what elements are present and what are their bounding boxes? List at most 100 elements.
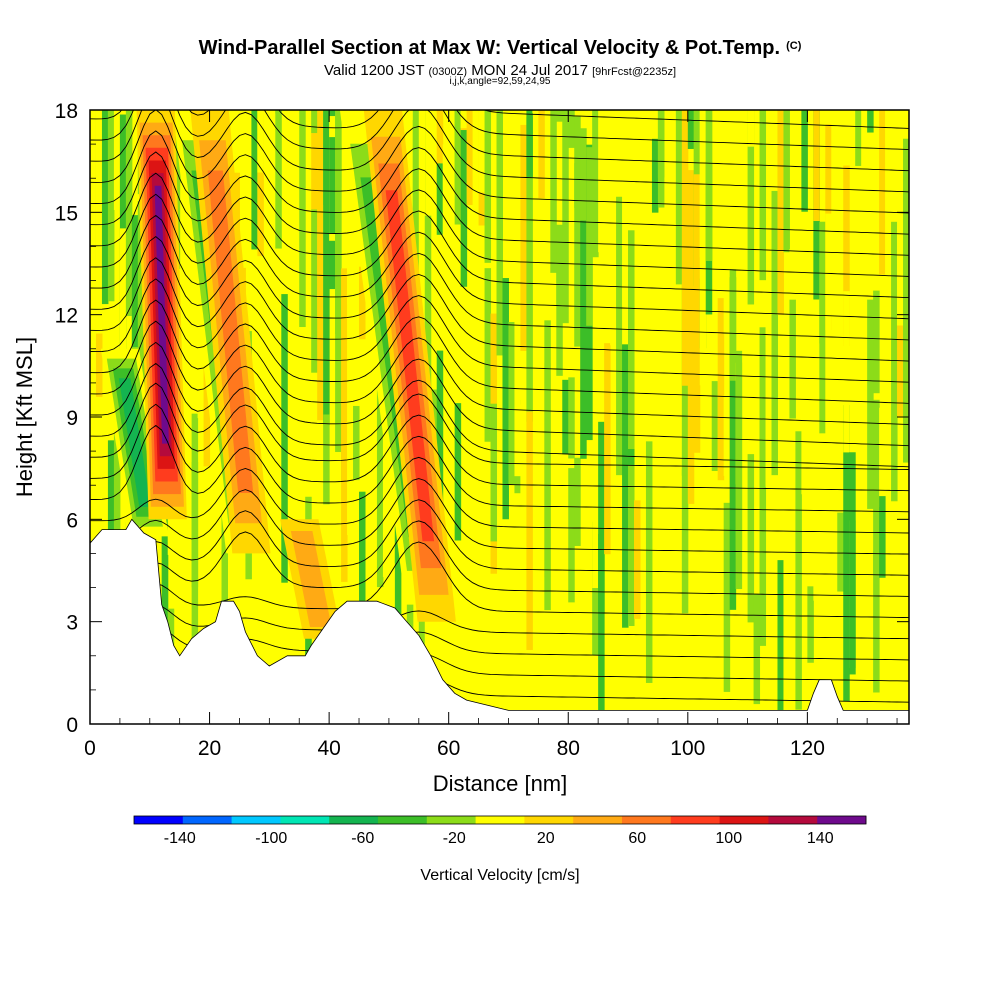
velocity-cell	[610, 110, 617, 346]
isentrope-line	[90, 193, 909, 299]
velocity-cell	[544, 320, 551, 611]
velocity-cell	[257, 110, 264, 257]
y-tick-label: 15	[55, 202, 78, 225]
copyright-mark: (C)	[786, 40, 802, 52]
colorbar-label: Vertical Velocity [cm/s]	[420, 867, 579, 884]
velocity-cell	[347, 110, 354, 305]
x-tick-label: 60	[437, 737, 460, 760]
velocity-cell	[472, 110, 480, 236]
isentrope-line	[90, 499, 909, 576]
velocity-cell	[879, 110, 886, 275]
velocity-cell	[855, 110, 862, 166]
velocity-cell	[556, 110, 563, 122]
velocity-cell	[813, 110, 820, 222]
velocity-cell	[723, 502, 731, 692]
velocity-cell	[693, 174, 701, 453]
velocity-cell	[897, 110, 904, 207]
velocity-cell	[723, 395, 731, 476]
velocity-cell	[448, 110, 456, 261]
velocity-band	[154, 185, 169, 444]
colorbar-tick-label: 20	[537, 830, 555, 847]
colorbar-swatch	[817, 816, 867, 824]
velocity-cell	[639, 223, 647, 431]
isentrope-line	[482, 110, 909, 129]
velocity-cell	[705, 110, 713, 261]
velocity-cell	[795, 431, 802, 710]
velocity-cell	[520, 124, 527, 351]
velocity-cell	[891, 110, 898, 140]
velocity-cell	[436, 110, 444, 191]
velocity-cell	[574, 116, 581, 209]
velocity-cell	[879, 496, 886, 578]
velocity-band	[207, 170, 254, 493]
isentrope-line	[90, 382, 909, 470]
colorbar-swatch	[670, 816, 720, 824]
velocity-cell	[347, 215, 354, 536]
velocity-cell	[580, 220, 587, 459]
velocity-cell	[819, 221, 826, 434]
velocity-cell	[359, 266, 366, 340]
isentrope-line	[90, 172, 909, 277]
velocity-cell	[861, 110, 868, 175]
isentrope-line	[90, 0, 909, 65]
velocity-cell	[335, 145, 342, 452]
velocity-cell	[317, 110, 324, 316]
velocity-cell	[681, 469, 689, 614]
velocity-cell	[669, 255, 677, 503]
colorbar-tick-label: 140	[807, 830, 834, 847]
velocity-cell	[867, 110, 874, 133]
isentrope-line	[90, 403, 909, 492]
velocity-cell	[526, 411, 533, 650]
velocity-cell	[329, 137, 336, 234]
colorbar-swatch	[134, 816, 184, 824]
velocity-cell	[729, 277, 737, 610]
isentrope-line	[90, 478, 909, 555]
velocity-cell	[107, 110, 115, 302]
velocity-cell	[807, 586, 814, 663]
velocity-cell	[681, 110, 689, 386]
x-tick-label: 80	[557, 737, 580, 760]
velocity-cell	[586, 545, 593, 692]
velocity-cell	[466, 110, 474, 205]
velocity-cell	[747, 110, 755, 147]
velocity-cell	[759, 327, 767, 646]
colorbar-frame	[133, 815, 867, 825]
velocity-cell	[484, 110, 492, 263]
x-tick-label: 120	[790, 737, 825, 760]
velocity-band	[385, 190, 435, 542]
velocity-cell	[843, 165, 850, 346]
velocity-cell	[496, 130, 503, 356]
velocity-cell	[562, 379, 569, 455]
velocity-cell	[311, 110, 318, 255]
colorbar-swatch	[622, 816, 672, 824]
velocity-cell	[604, 343, 611, 555]
isentrope-line	[90, 299, 909, 404]
velocity-cell	[771, 190, 778, 476]
colorbar-swatch	[280, 816, 330, 824]
colorbar-swatch	[768, 816, 818, 824]
velocity-cell	[813, 530, 820, 601]
velocity-cell	[341, 268, 348, 582]
velocity-cell	[490, 403, 498, 542]
velocity-cell	[203, 330, 211, 467]
velocity-band	[290, 531, 332, 627]
velocity-cell	[645, 441, 653, 683]
velocity-cell	[568, 110, 575, 148]
velocity-cell	[460, 130, 468, 287]
isentrope-line	[90, 110, 909, 151]
velocity-cell	[137, 201, 145, 408]
chart-subtitle: Valid 1200 JST (0300Z) MON 24 Jul 2017 […	[0, 62, 1000, 79]
isentrope-line	[90, 110, 909, 193]
velocity-cell	[801, 324, 808, 495]
velocity-cell	[131, 215, 139, 347]
velocity-cell	[311, 110, 318, 134]
velocity-cell	[269, 347, 276, 600]
isentrope-line	[90, 110, 909, 172]
grid-info: i,j,k,angle=92,59,24,95	[449, 76, 551, 87]
isentrope-line	[90, 456, 909, 534]
velocity-cell	[765, 297, 773, 488]
velocity-cell	[801, 110, 808, 212]
x-tick-label: 100	[670, 737, 705, 760]
velocity-cell	[873, 551, 880, 693]
